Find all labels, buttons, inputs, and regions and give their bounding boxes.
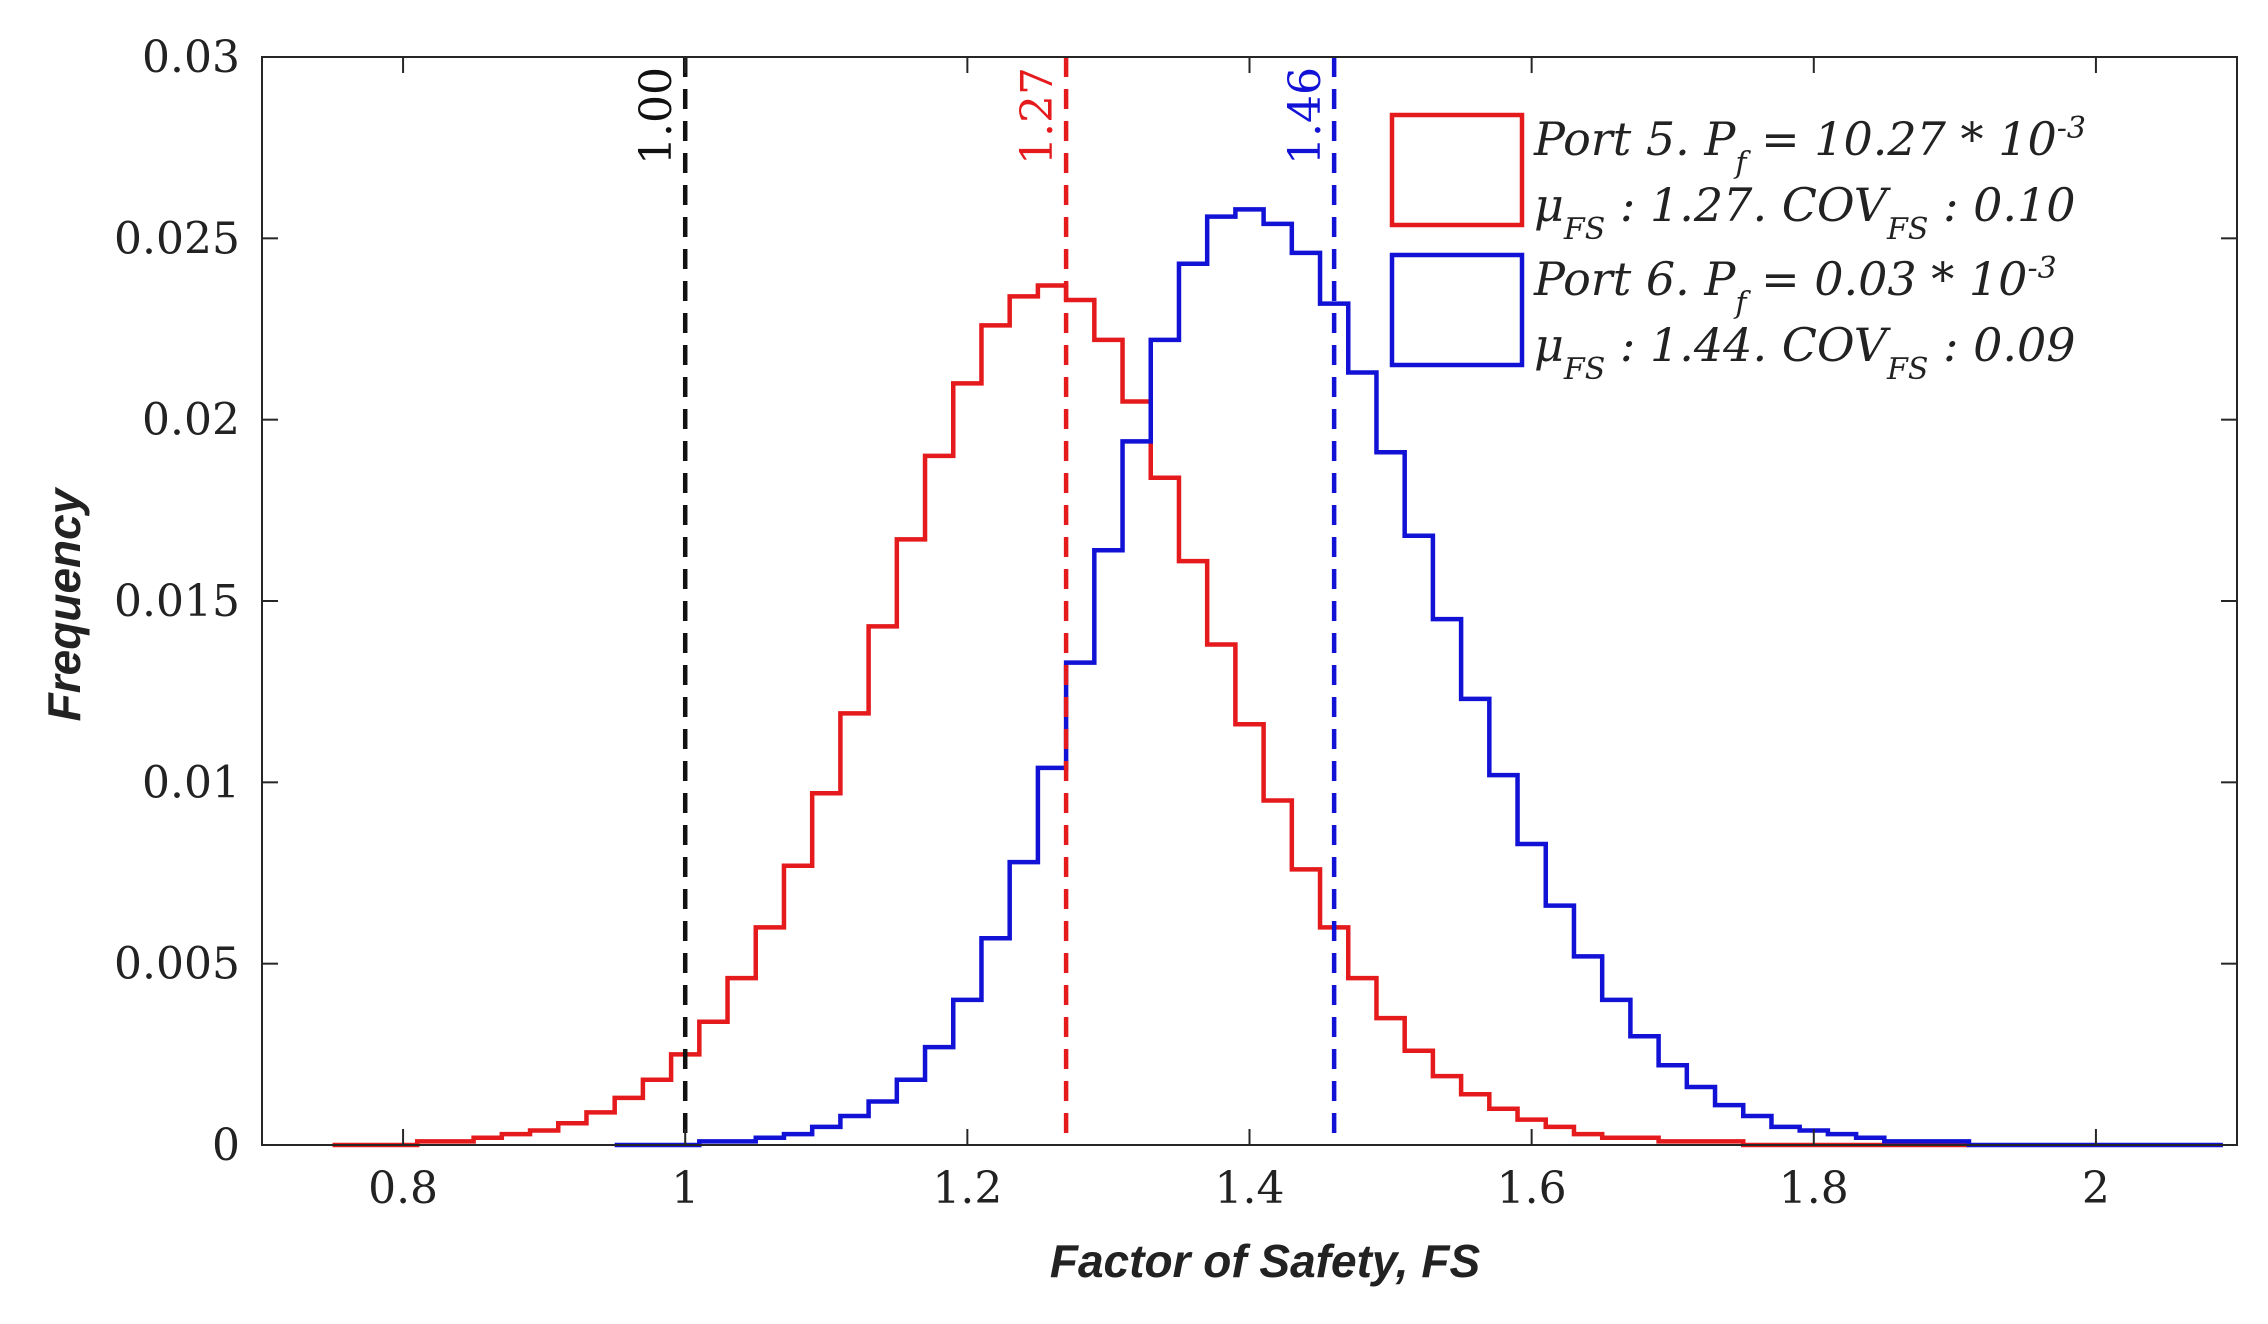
vline-label-1: 1.00 [631,67,682,165]
vline-label-3: 1.46 [1280,67,1331,165]
y-tick-label: 0.02 [142,395,240,446]
legend-swatch-2 [1389,252,1525,368]
y-axis-title: Frequency [38,486,90,721]
x-tick-label: 1.4 [1215,1163,1285,1214]
vlines-layer: 1.00 1.27 1.46 [631,57,1337,1145]
x-tick-label: 1 [671,1163,699,1214]
y-tick-label: 0.025 [114,213,240,264]
y-tick-label: 0.005 [114,939,240,990]
y-tick-label: 0.03 [142,32,240,83]
legend-swatch-1 [1389,112,1525,228]
histogram-series-1 [332,283,1969,1148]
vline-label-2: 1.27 [1012,67,1063,165]
legend-entry-2-line-1: Port 6. Pf = 0.03 * 10-3 [1533,251,2057,321]
x-tick-label: 0.8 [368,1163,438,1214]
x-axis-title: Factor of Safety, FS [1050,1235,1481,1287]
x-tick-label: 2 [2082,1163,2110,1214]
legend-entry-2-line-2: μFS : 1.44. COVFS : 0.09 [1534,318,2076,387]
y-tick-label: 0 [212,1120,240,1171]
x-tick-label: 1.6 [1497,1163,1567,1214]
y-tick-label: 0.01 [142,757,240,808]
x-tick-label: 1.8 [1779,1163,1849,1214]
series-layer [332,207,2223,1148]
x-tick-label: 1.2 [932,1163,1002,1214]
histogram-series-2 [614,207,2223,1148]
y-tick-label: 0.015 [114,576,240,627]
legend-entry-1-line-1: Port 5. Pf = 10.27 * 10-3 [1533,111,2086,181]
legend-entry-1-line-2: μFS : 1.27. COVFS : 0.10 [1534,178,2076,247]
axes-layer: 0.8 1 1.2 1.4 1.6 1.8 2 0 0.005 0.01 0.015 0.02 0.02… [114,32,2238,1214]
